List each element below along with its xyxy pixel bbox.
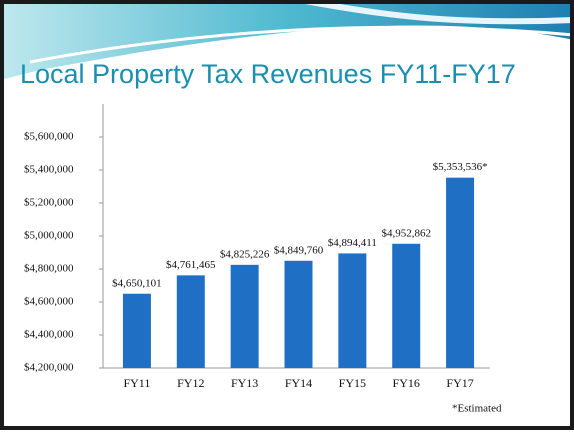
bar — [122, 293, 151, 368]
bar — [338, 253, 367, 368]
x-tick-label: FY15 — [339, 376, 366, 390]
value-label: $4,761,465 — [166, 259, 216, 271]
bar — [230, 264, 259, 368]
x-tick-label: FY17 — [446, 376, 473, 390]
bar — [284, 260, 313, 368]
x-tick-label: FY16 — [393, 376, 420, 390]
y-tick-label: $4,200,000 — [24, 362, 74, 374]
value-label: $4,650,101 — [112, 277, 162, 289]
annotation: *Estimated — [452, 403, 502, 415]
swoosh-highlight — [299, 0, 574, 25]
x-tick-label: FY12 — [177, 376, 204, 390]
swoosh-highlight — [29, 25, 574, 64]
y-tick-label: $4,800,000 — [24, 263, 74, 275]
y-tick-label: $5,000,000 — [24, 230, 74, 242]
value-label: $4,894,411 — [328, 237, 377, 249]
chart-title: Local Property Tax Revenues FY11-FY17 — [20, 59, 516, 89]
y-tick-label: $4,600,000 — [24, 296, 74, 308]
x-tick-label: FY13 — [231, 376, 258, 390]
x-tick-label: FY11 — [123, 376, 150, 390]
y-tick-label: $5,600,000 — [24, 131, 74, 143]
value-label: $4,952,862 — [381, 227, 431, 239]
y-tick-label: $5,200,000 — [24, 197, 74, 209]
bar — [446, 177, 475, 368]
y-tick-label: $4,400,000 — [24, 329, 74, 341]
x-tick-label: FY14 — [285, 376, 312, 390]
y-tick-label: $5,400,000 — [24, 164, 74, 176]
value-label: $5,353,536* — [433, 161, 488, 173]
value-label: $4,849,760 — [274, 244, 324, 256]
bar — [392, 243, 421, 368]
bar — [176, 275, 205, 368]
value-label: $4,825,226 — [220, 248, 270, 260]
